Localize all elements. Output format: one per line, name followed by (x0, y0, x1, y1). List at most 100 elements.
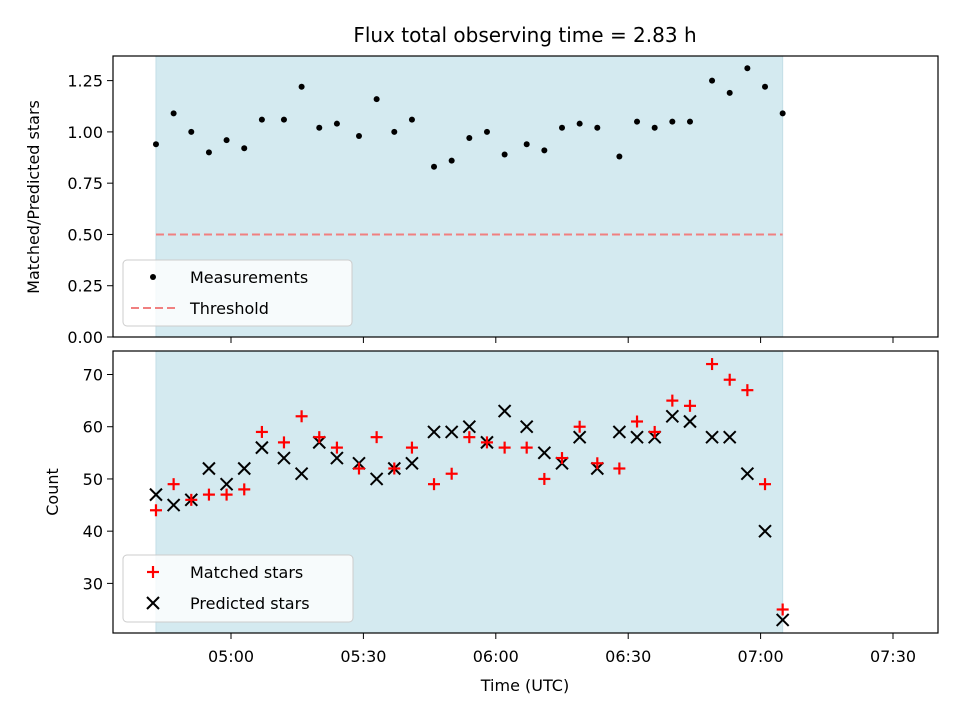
measurement-point (559, 124, 565, 131)
predicted-point (775, 613, 790, 627)
matched-point (405, 441, 418, 454)
x-tick-label: 06:30 (605, 647, 651, 666)
measurement-point (241, 145, 248, 152)
predicted-point (497, 404, 512, 418)
x-tick-label: 07:30 (870, 647, 916, 666)
matched-point (330, 441, 343, 454)
y-tick-label: 1.25 (67, 72, 103, 91)
matched-point (538, 472, 551, 485)
measurement-point (373, 96, 380, 103)
predicted-point (427, 425, 441, 439)
matched-point (480, 436, 493, 449)
matched-stars-series (149, 358, 789, 616)
legend-predicted-label: Predicted stars (190, 594, 310, 613)
measurement-point (466, 135, 473, 142)
predicted-point (219, 477, 234, 491)
y-tick-label: 30 (83, 574, 103, 593)
matched-point (463, 431, 476, 444)
matched-point (238, 483, 251, 496)
top-x-ticks (230, 337, 894, 343)
legend-predicted-marker (146, 596, 160, 610)
matched-point (648, 425, 661, 438)
matched-point (776, 603, 789, 616)
matched-point (255, 425, 268, 438)
measurement-point (616, 153, 623, 160)
measurements-series (152, 65, 786, 170)
y-tick-label: 1.00 (67, 123, 103, 142)
measurement-point (686, 118, 693, 125)
measurement-point (483, 128, 490, 135)
top-axes-frame (112, 55, 939, 338)
matched-point (167, 478, 180, 491)
chart-title: Flux total observing time = 2.83 h (353, 23, 696, 47)
legend-measurements-marker (150, 274, 156, 280)
matched-point (428, 478, 441, 491)
measurement-point (762, 83, 769, 90)
bottom-panel-counts: 30 40 50 60 70 05:00 05:30 06:00 06:30 07:00 07:3… (43, 350, 939, 695)
matched-point (498, 441, 511, 454)
y-tick-label: 0.00 (67, 328, 103, 347)
measurement-point (355, 132, 362, 139)
measurement-point (651, 124, 658, 131)
matched-point (683, 399, 696, 412)
predicted-point (369, 472, 384, 486)
matched-point (202, 488, 215, 501)
predicted-point (444, 425, 459, 439)
matched-point (666, 394, 679, 407)
measurement-point (408, 116, 415, 123)
measurement-point (709, 77, 716, 84)
measurement-point (391, 128, 398, 135)
legend-matched-marker (147, 566, 159, 578)
legend-matched-label: Matched stars (190, 563, 303, 582)
measurement-point (523, 141, 530, 148)
matched-point (220, 488, 233, 501)
x-tick-label: 06:00 (473, 647, 519, 666)
measurement-point (188, 128, 195, 135)
matched-point (613, 462, 626, 475)
predicted-point (705, 430, 719, 444)
matched-point (723, 373, 736, 386)
legend-threshold-label: Threshold (189, 299, 269, 318)
predicted-point (462, 420, 477, 434)
measurement-point (298, 83, 305, 90)
measurement-point (152, 141, 159, 148)
predicted-point (537, 446, 552, 460)
bottom-y-axis-label: Count (43, 468, 62, 516)
measurement-point (726, 89, 733, 96)
top-y-axis-label: Matched/Predicted stars (24, 100, 43, 294)
predicted-point (277, 451, 291, 465)
predicted-point (758, 524, 772, 538)
predicted-point (519, 420, 534, 434)
bottom-axes-frame (112, 350, 939, 634)
matched-point (591, 457, 604, 470)
matched-point (149, 504, 162, 517)
matched-point (445, 467, 458, 480)
measurement-point (280, 116, 287, 123)
measurement-point (170, 110, 177, 117)
measurement-point (448, 157, 455, 164)
measurement-point (594, 124, 601, 131)
predicted-point (237, 461, 251, 476)
matched-point (759, 478, 772, 491)
measurement-point (501, 151, 508, 158)
predicted-point (722, 430, 737, 444)
bottom-legend: Matched stars Predicted stars (122, 554, 354, 623)
predicted-point (630, 430, 644, 444)
predicted-point (202, 461, 216, 476)
matched-point (185, 493, 198, 506)
y-tick-label: 40 (83, 522, 103, 541)
predicted-point (612, 425, 627, 439)
matched-point (706, 358, 719, 371)
measurement-point (258, 116, 265, 123)
predicted-point (665, 409, 680, 423)
predicted-point (740, 467, 755, 481)
top-legend: Measurements Threshold (122, 259, 353, 327)
measurement-point (541, 147, 548, 154)
measurement-point (333, 120, 340, 127)
matched-point (631, 415, 644, 428)
y-tick-label: 50 (83, 470, 103, 489)
measurement-point (634, 118, 641, 125)
matched-point (741, 384, 754, 397)
measurement-point (744, 65, 751, 72)
top-panel-matched-predicted-ratio: 0.00 0.25 0.50 0.75 1.00 1.25 Matched/Predict… (24, 55, 939, 347)
